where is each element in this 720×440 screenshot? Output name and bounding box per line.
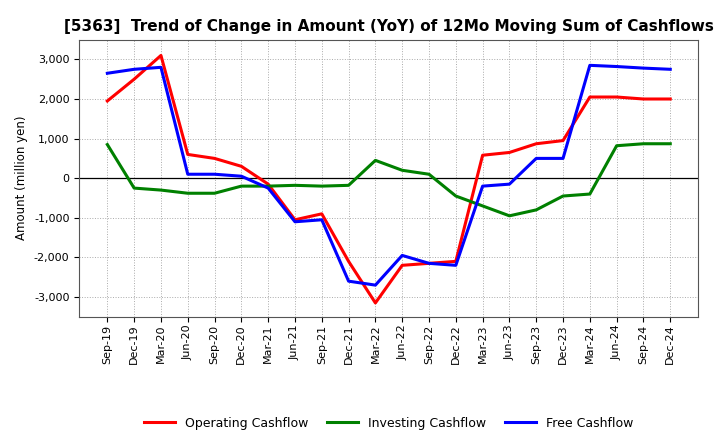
Investing Cashflow [103, 142, 112, 147]
Free Cashflow [344, 279, 353, 284]
Investing Cashflow [130, 185, 138, 191]
Investing Cashflow [398, 168, 407, 173]
Free Cashflow [291, 219, 300, 224]
Investing Cashflow [505, 213, 514, 218]
Investing Cashflow [478, 203, 487, 209]
Operating Cashflow [344, 259, 353, 264]
Investing Cashflow [184, 191, 192, 196]
Investing Cashflow [451, 193, 460, 198]
Operating Cashflow [210, 156, 219, 161]
Operating Cashflow [398, 263, 407, 268]
Investing Cashflow [559, 193, 567, 198]
Investing Cashflow [639, 141, 648, 147]
Investing Cashflow [585, 191, 594, 197]
Free Cashflow [666, 66, 675, 72]
Free Cashflow [559, 156, 567, 161]
Free Cashflow [157, 65, 166, 70]
Investing Cashflow [344, 183, 353, 188]
Operating Cashflow [612, 94, 621, 99]
Free Cashflow [639, 66, 648, 71]
Free Cashflow [612, 64, 621, 69]
Free Cashflow [264, 185, 272, 191]
Investing Cashflow [237, 183, 246, 189]
Free Cashflow [210, 172, 219, 177]
Free Cashflow [451, 263, 460, 268]
Free Cashflow [130, 66, 138, 72]
Operating Cashflow [130, 77, 138, 82]
Operating Cashflow [184, 152, 192, 157]
Free Cashflow [237, 173, 246, 179]
Free Cashflow [318, 217, 326, 222]
Operating Cashflow [237, 164, 246, 169]
Operating Cashflow [478, 153, 487, 158]
Free Cashflow [103, 70, 112, 76]
Line: Operating Cashflow: Operating Cashflow [107, 55, 670, 303]
Free Cashflow [184, 172, 192, 177]
Free Cashflow [398, 253, 407, 258]
Operating Cashflow [318, 211, 326, 216]
Investing Cashflow [291, 183, 300, 188]
Investing Cashflow [157, 187, 166, 193]
Operating Cashflow [666, 96, 675, 102]
Line: Investing Cashflow: Investing Cashflow [107, 144, 670, 216]
Free Cashflow [478, 183, 487, 189]
Operating Cashflow [371, 300, 379, 305]
Investing Cashflow [612, 143, 621, 148]
Operating Cashflow [559, 138, 567, 143]
Operating Cashflow [505, 150, 514, 155]
Operating Cashflow [585, 94, 594, 99]
Investing Cashflow [318, 183, 326, 189]
Operating Cashflow [532, 141, 541, 147]
Investing Cashflow [532, 207, 541, 213]
Free Cashflow [371, 282, 379, 288]
Operating Cashflow [103, 98, 112, 103]
Investing Cashflow [210, 191, 219, 196]
Free Cashflow [532, 156, 541, 161]
Operating Cashflow [425, 260, 433, 266]
Operating Cashflow [291, 217, 300, 222]
Investing Cashflow [666, 141, 675, 147]
Legend: Operating Cashflow, Investing Cashflow, Free Cashflow: Operating Cashflow, Investing Cashflow, … [139, 412, 639, 435]
Investing Cashflow [371, 158, 379, 163]
Investing Cashflow [425, 172, 433, 177]
Investing Cashflow [264, 183, 272, 189]
Operating Cashflow [639, 96, 648, 102]
Free Cashflow [425, 260, 433, 266]
Free Cashflow [505, 181, 514, 187]
Operating Cashflow [451, 259, 460, 264]
Line: Free Cashflow: Free Cashflow [107, 65, 670, 285]
Y-axis label: Amount (million yen): Amount (million yen) [15, 116, 28, 240]
Operating Cashflow [157, 53, 166, 58]
Title: [5363]  Trend of Change in Amount (YoY) of 12Mo Moving Sum of Cashflows: [5363] Trend of Change in Amount (YoY) o… [64, 19, 714, 34]
Free Cashflow [585, 62, 594, 68]
Operating Cashflow [264, 181, 272, 187]
